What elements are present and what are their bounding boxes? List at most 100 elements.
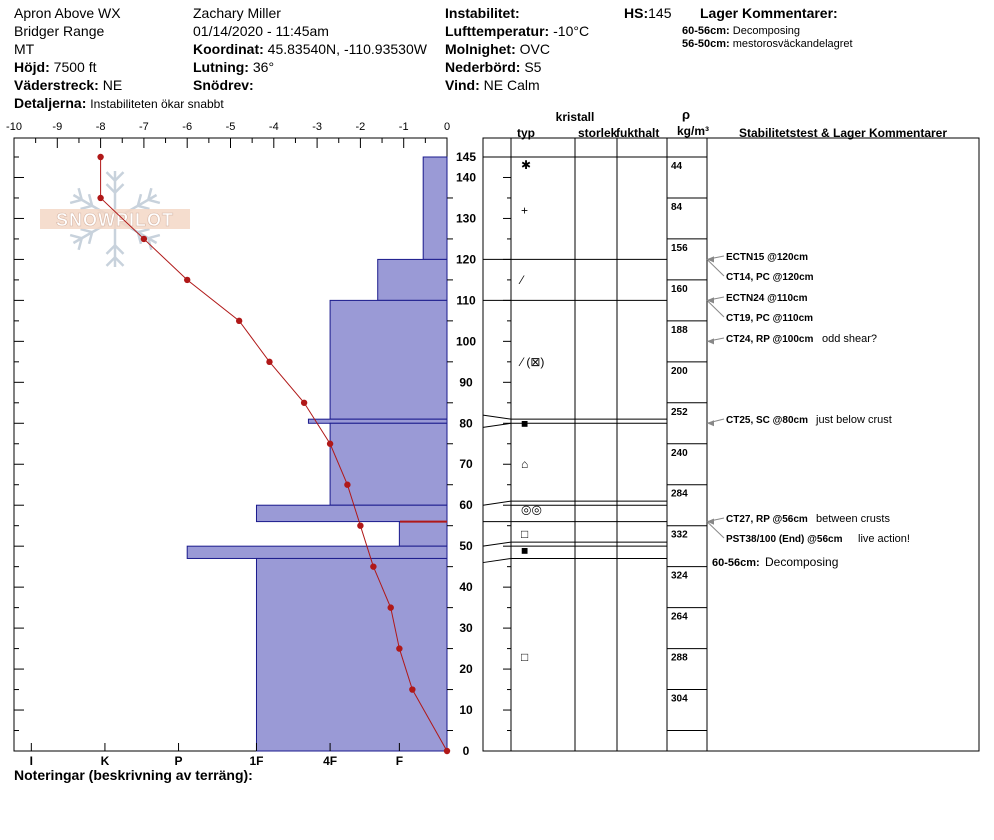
crystal-type-symbol: ■ bbox=[521, 543, 528, 557]
airtemp-label: Lufttemperatur: bbox=[445, 23, 550, 39]
cloud-row: Molnighet: OVC bbox=[445, 41, 550, 58]
state-name: MT bbox=[14, 41, 35, 57]
layer-connector bbox=[482, 541, 512, 547]
layer-comment-1: 60-56cm: Decomposing bbox=[682, 24, 800, 38]
height-tick-label: 130 bbox=[456, 211, 476, 225]
hardness-bar bbox=[307, 418, 448, 424]
snowflake-branch bbox=[114, 171, 125, 182]
layer-comment-2-range: 56-50cm: bbox=[682, 38, 730, 50]
stability-test-label: PST38/100 (End) @56cm bbox=[726, 534, 843, 545]
layer-connector bbox=[482, 414, 512, 420]
temp-tick-label: 0 bbox=[444, 121, 450, 133]
temperature-point bbox=[184, 276, 191, 284]
temp-tick-label: -8 bbox=[96, 121, 106, 133]
stability-test-label: CT27, RP @56cm bbox=[726, 514, 808, 525]
density-value: 160 bbox=[671, 284, 688, 295]
temperature-point bbox=[326, 440, 334, 447]
snowflake-branch bbox=[147, 198, 161, 205]
snowflake-branch bbox=[69, 233, 83, 240]
slope-row: Lutning: 36° bbox=[193, 59, 274, 76]
snowflake-branch bbox=[80, 204, 93, 211]
snowflake-branch bbox=[87, 231, 94, 245]
snowflake-branch bbox=[105, 171, 116, 182]
aspect-value: NE bbox=[102, 77, 123, 93]
temperature-point bbox=[266, 358, 273, 366]
snowflake-branch bbox=[114, 183, 125, 194]
density-value: 304 bbox=[671, 694, 688, 705]
crystal-type-symbol: □ bbox=[521, 650, 528, 664]
coordinate-row: Koordinat: 45.83540N, -110.93530W bbox=[193, 41, 427, 58]
hardness-bar bbox=[329, 299, 448, 420]
height-tick-label: 50 bbox=[459, 539, 473, 553]
temp-tick-label: -3 bbox=[312, 121, 322, 133]
stability-test-label: CT19, PC @110cm bbox=[726, 313, 813, 324]
crystal-type-symbol: ⁄ (⊠) bbox=[518, 355, 544, 369]
height-tick-label: 90 bbox=[459, 375, 473, 389]
height-tick-label: 145 bbox=[456, 150, 476, 164]
hardness-tick-label: 1F bbox=[249, 754, 263, 768]
hardness-bar bbox=[186, 545, 448, 559]
crystal-type-symbol: ✱ bbox=[521, 158, 531, 172]
stability-test-label: ECTN24 @110cm bbox=[726, 293, 808, 304]
hardness-tick-label: F bbox=[396, 754, 403, 768]
stability-arrow bbox=[706, 300, 725, 318]
wind-value: NE Calm bbox=[483, 77, 540, 93]
height-tick-label: 100 bbox=[456, 334, 476, 348]
stability-arrow bbox=[706, 521, 725, 539]
temp-tick-label: -7 bbox=[139, 121, 149, 133]
crystal-type-symbol: ◎◎ bbox=[521, 502, 542, 516]
logo-band bbox=[40, 209, 190, 229]
temperature-point bbox=[396, 645, 403, 652]
height-tick-label: 80 bbox=[459, 416, 473, 430]
snowflake-branch bbox=[137, 204, 150, 211]
observer-name: Zachary Miller bbox=[193, 5, 281, 21]
crystal-type-symbol: ⁄ bbox=[518, 273, 525, 287]
temperature-point bbox=[387, 604, 394, 611]
col-type-heading: typ bbox=[517, 126, 535, 140]
stability-test-label: ECTN15 @120cm bbox=[726, 252, 808, 263]
height-tick-label: 60 bbox=[459, 498, 473, 512]
snowflake-branch bbox=[105, 244, 116, 255]
temperature-point bbox=[357, 522, 364, 529]
layer-comment-1-range: 60-56cm: bbox=[682, 25, 730, 37]
layer-connector bbox=[482, 557, 512, 564]
cloud-label: Molnighet: bbox=[445, 41, 516, 57]
snowflake-branch bbox=[147, 233, 161, 240]
stability-test-label: CT14, PC @120cm bbox=[726, 272, 814, 283]
elevation-value: 7500 ft bbox=[53, 59, 97, 75]
instability-label: Instabilitet: bbox=[445, 5, 520, 21]
hardness-bar bbox=[398, 521, 448, 547]
density-value: 288 bbox=[671, 653, 688, 664]
snowflake-branch bbox=[137, 227, 150, 234]
arrow-head-icon bbox=[707, 338, 714, 345]
hardness-tick-label: 4F bbox=[323, 754, 337, 768]
snowflake-branch bbox=[69, 198, 83, 205]
arrow-head-icon bbox=[707, 420, 714, 427]
elevation-label: Höjd: bbox=[14, 59, 50, 75]
snowflake-branch bbox=[105, 183, 116, 194]
density-value: 84 bbox=[671, 202, 683, 213]
layer-comment-range: 60-56cm: bbox=[712, 557, 760, 569]
stability-arrow bbox=[706, 259, 725, 277]
density-value: 264 bbox=[671, 612, 688, 623]
arrow-head-icon bbox=[707, 297, 714, 304]
aspect-label: Väderstreck: bbox=[14, 77, 99, 93]
temp-tick-label: -4 bbox=[269, 121, 279, 133]
col-density-unit: kg/m³ bbox=[677, 124, 709, 138]
height-tick-label: 110 bbox=[456, 293, 476, 307]
temp-tick-label: -2 bbox=[356, 121, 366, 133]
temperature-point bbox=[97, 153, 104, 161]
range-name: Bridger Range bbox=[14, 23, 105, 39]
layer-comment-1-text: Decomposing bbox=[732, 25, 801, 37]
height-tick-label: 20 bbox=[459, 662, 473, 676]
precip-value: S5 bbox=[524, 59, 542, 75]
hardness-tick-label: P bbox=[175, 754, 183, 768]
density-value: 324 bbox=[671, 571, 688, 582]
density-value: 44 bbox=[671, 161, 683, 172]
temperature-point bbox=[370, 563, 377, 570]
crystal-type-symbol: □ bbox=[521, 527, 528, 541]
temp-tick-label: -5 bbox=[226, 121, 236, 133]
snowflake-branch bbox=[87, 193, 94, 207]
hardness-bar bbox=[329, 422, 448, 506]
